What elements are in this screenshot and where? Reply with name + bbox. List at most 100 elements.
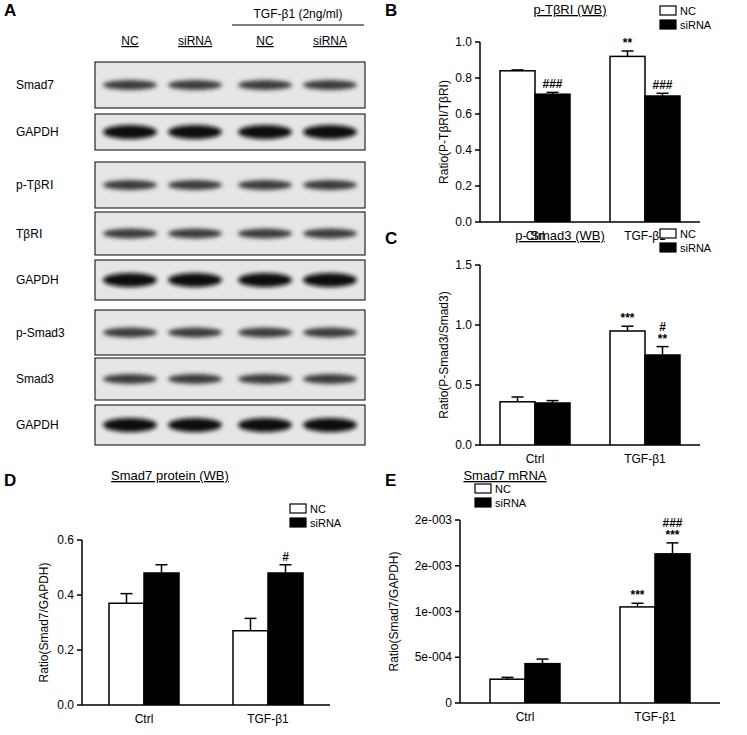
- bar: [645, 355, 680, 445]
- error-bar: [547, 401, 559, 403]
- y-tick: [475, 149, 480, 151]
- error-bar: [156, 565, 168, 573]
- marks: [490, 543, 690, 703]
- panel-letter: C: [385, 229, 397, 248]
- error-cap: [547, 400, 559, 402]
- chart-title: Smad7 protein (WB): [111, 468, 229, 483]
- error-stem: [672, 543, 674, 554]
- significance-label: ***: [620, 311, 634, 325]
- legend-label: siRNA: [310, 517, 342, 529]
- error-stem: [627, 51, 629, 56]
- y-tick-label: 5e-004: [415, 650, 453, 664]
- legend-label: NC: [310, 503, 326, 515]
- error-bar: [280, 565, 292, 573]
- band: [303, 328, 357, 338]
- band: [168, 229, 222, 239]
- x-tick-label: TGF-β1: [247, 712, 289, 726]
- legend-label: NC: [680, 5, 696, 17]
- error-cap: [657, 346, 669, 348]
- band: [168, 273, 222, 287]
- y-tick: [475, 41, 480, 43]
- bar: [233, 631, 268, 705]
- y-tick-label: 0.2: [57, 643, 74, 657]
- error-bar: [245, 618, 257, 630]
- y-tick: [77, 539, 82, 541]
- y-axis: [479, 42, 481, 222]
- marks: [500, 326, 680, 445]
- band: [103, 328, 157, 338]
- legend-swatch: [660, 20, 676, 29]
- band: [238, 328, 292, 338]
- band: [103, 180, 157, 190]
- chart-title: p-TβRI (WB): [533, 2, 606, 17]
- error-bar: [502, 677, 514, 679]
- y-axis-label: Ratio(P-Smad3/Smad3): [437, 291, 451, 418]
- error-bar: [512, 397, 524, 402]
- error-bar: [547, 92, 559, 94]
- bar: [620, 607, 655, 703]
- x-tick-label: Ctrl: [526, 452, 545, 466]
- error-bar: [667, 543, 679, 554]
- blot-strip: [95, 260, 365, 300]
- bar: [610, 56, 645, 222]
- significance-label: #: [282, 550, 289, 564]
- error-stem: [662, 347, 664, 355]
- y-axis: [81, 540, 83, 705]
- y-tick: [475, 185, 480, 187]
- error-cap: [245, 618, 257, 620]
- panel-letter: D: [4, 471, 16, 490]
- error-cap: [156, 564, 168, 566]
- error-cap: [121, 593, 133, 595]
- panel-letter: B: [385, 1, 397, 20]
- band: [303, 80, 357, 90]
- blot-strip: [95, 358, 365, 400]
- error-stem: [285, 565, 287, 573]
- blot-strip: [95, 62, 365, 108]
- band: [103, 418, 157, 432]
- row-label: GAPDH: [16, 418, 59, 432]
- y-tick-label: 0.5: [455, 378, 472, 392]
- row-label: GAPDH: [16, 125, 59, 139]
- y-tick: [77, 704, 82, 706]
- band: [103, 80, 157, 90]
- error-stem: [126, 594, 128, 604]
- y-tick: [475, 221, 480, 223]
- x-tick-label: TGF-β1: [634, 710, 676, 724]
- significance-label: ***: [630, 588, 644, 602]
- error-bar: [537, 659, 549, 664]
- error-bar: [121, 594, 133, 604]
- error-bar: [632, 603, 644, 607]
- y-tick: [455, 565, 460, 567]
- significance-label: ***: [665, 528, 679, 542]
- y-tick-label: 0: [445, 696, 452, 710]
- bar: [144, 573, 179, 705]
- y-axis-label: Ratio(Smad7/GAPDH): [37, 562, 51, 682]
- band: [168, 328, 222, 338]
- y-tick: [455, 657, 460, 659]
- y-tick: [77, 649, 82, 651]
- error-bar: [622, 326, 634, 331]
- bar: [535, 94, 570, 222]
- y-tick-label: 1.5: [455, 258, 472, 272]
- blot-strip: [95, 405, 365, 445]
- y-tick-label: 0.2: [455, 179, 472, 193]
- band: [168, 180, 222, 190]
- error-cap: [280, 564, 292, 566]
- bar: [490, 679, 525, 703]
- error-cap: [622, 50, 634, 52]
- error-bar: [657, 93, 669, 96]
- error-bar: [622, 51, 634, 56]
- band: [168, 418, 222, 432]
- bar: [535, 403, 570, 445]
- bar: [109, 603, 144, 705]
- band: [238, 125, 292, 139]
- legend-swatch: [475, 484, 491, 493]
- legend-swatch: [660, 6, 676, 15]
- y-tick: [475, 264, 480, 266]
- band: [103, 229, 157, 239]
- row-label: TβRⅠ: [16, 227, 43, 241]
- y-tick: [77, 594, 82, 596]
- legend-swatch: [290, 518, 306, 527]
- legend-label: siRNA: [680, 242, 712, 254]
- error-bar: [657, 347, 669, 355]
